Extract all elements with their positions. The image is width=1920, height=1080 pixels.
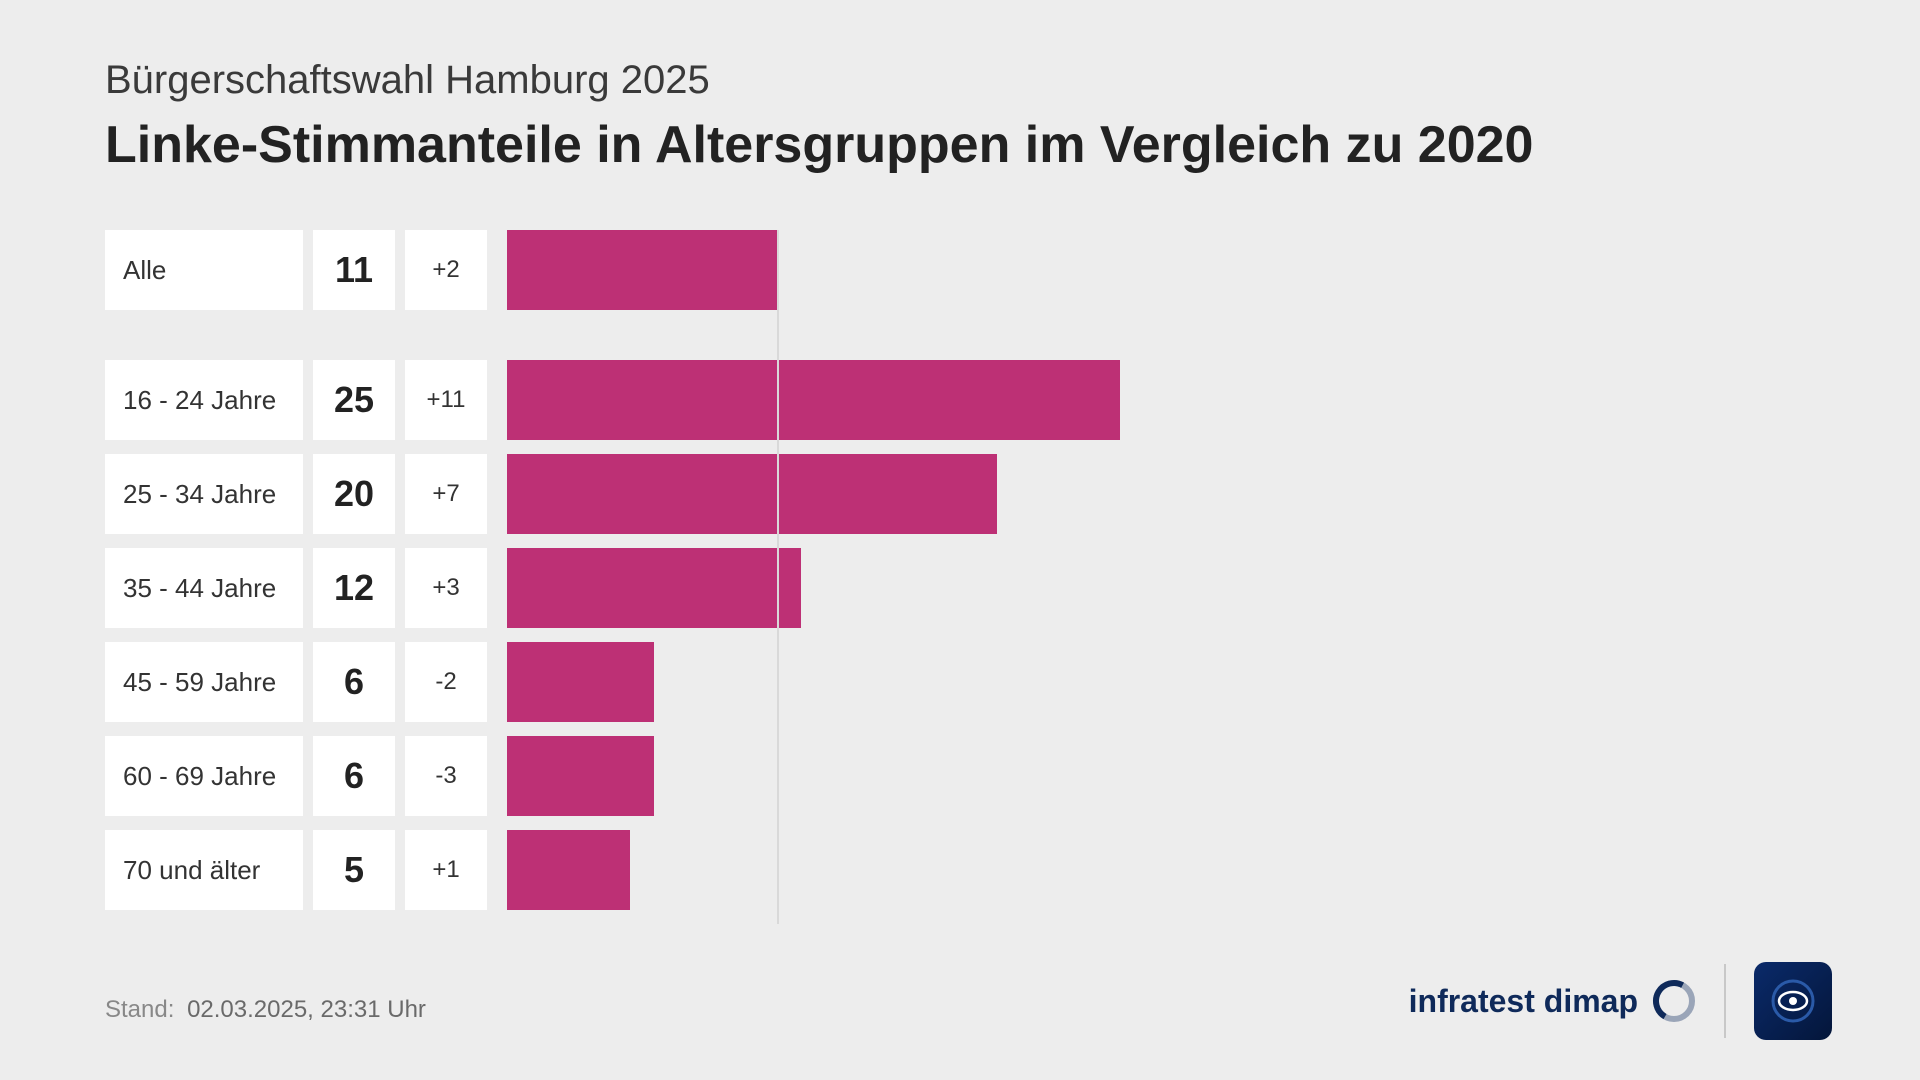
chart-row: 35 - 44 Jahre12+3 [105, 548, 1815, 628]
bar-chart: Alle11+2 16 - 24 Jahre25+11 25 - 34 Jahre2… [105, 230, 1815, 924]
row-value: 25 [313, 360, 395, 440]
logo-group: infratest dimap [1409, 962, 1832, 1040]
chart-row: Alle11+2 [105, 230, 1815, 310]
row-label: 25 - 34 Jahre [105, 454, 303, 534]
bar-wrap [507, 548, 1815, 628]
row-diff: -2 [405, 642, 487, 722]
bar [507, 830, 630, 910]
row-label: 70 und älter [105, 830, 303, 910]
chart-row: 16 - 24 Jahre25+11 [105, 360, 1815, 440]
infratest-text: infratest dimap [1409, 983, 1638, 1020]
bar [507, 360, 1120, 440]
row-value: 6 [313, 736, 395, 816]
bar-wrap [507, 736, 1815, 816]
chart-title: Linke-Stimmanteile in Altersgruppen im V… [105, 115, 1533, 175]
row-label: Alle [105, 230, 303, 310]
row-label: 45 - 59 Jahre [105, 642, 303, 722]
bar [507, 548, 801, 628]
row-diff: +11 [405, 360, 487, 440]
row-diff: +2 [405, 230, 487, 310]
row-value: 12 [313, 548, 395, 628]
bar-wrap [507, 230, 1815, 310]
row-label: 60 - 69 Jahre [105, 736, 303, 816]
logo-divider [1724, 964, 1726, 1038]
row-diff: +3 [405, 548, 487, 628]
row-diff: +7 [405, 454, 487, 534]
row-diff: +1 [405, 830, 487, 910]
stand-label: Stand: [105, 996, 174, 1023]
bar [507, 230, 777, 310]
bar-wrap [507, 360, 1815, 440]
infratest-dimap-logo: infratest dimap [1409, 979, 1696, 1023]
bar [507, 736, 654, 816]
row-diff: -3 [405, 736, 487, 816]
ard-logo [1754, 962, 1832, 1040]
chart-row: 25 - 34 Jahre20+7 [105, 454, 1815, 534]
row-value: 11 [313, 230, 395, 310]
infratest-icon [1652, 979, 1696, 1023]
stand-value: 02.03.2025, 23:31 Uhr [187, 996, 426, 1023]
footer-timestamp: Stand: 02.03.2025, 23:31 Uhr [105, 996, 426, 1024]
chart-subtitle: Bürgerschaftswahl Hamburg 2025 [105, 58, 1533, 103]
row-label: 16 - 24 Jahre [105, 360, 303, 440]
bar [507, 642, 654, 722]
row-value: 6 [313, 642, 395, 722]
row-label: 35 - 44 Jahre [105, 548, 303, 628]
bar-wrap [507, 830, 1815, 910]
row-value: 20 [313, 454, 395, 534]
bar-wrap [507, 454, 1815, 534]
chart-header: Bürgerschaftswahl Hamburg 2025 Linke-Sti… [105, 58, 1533, 175]
bar-wrap [507, 642, 1815, 722]
row-value: 5 [313, 830, 395, 910]
chart-row: 45 - 59 Jahre6-2 [105, 642, 1815, 722]
chart-row: 70 und älter5+1 [105, 830, 1815, 910]
ard-eye-icon [1769, 977, 1817, 1025]
bar [507, 454, 997, 534]
chart-row: 60 - 69 Jahre6-3 [105, 736, 1815, 816]
